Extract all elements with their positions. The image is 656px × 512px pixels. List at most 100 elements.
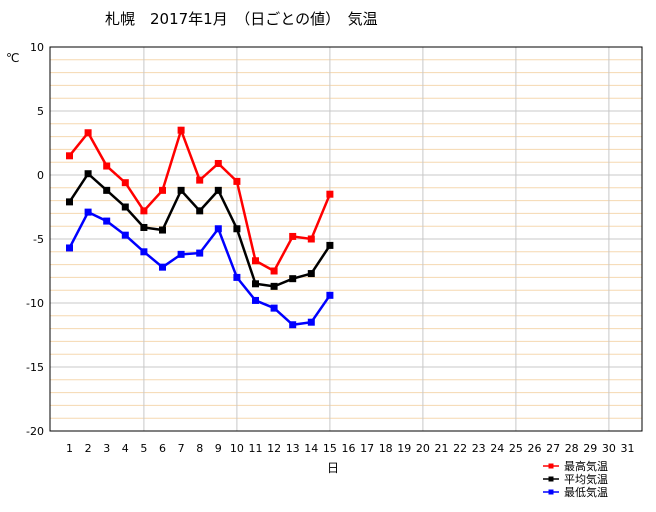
legend-label: 平均気温 [564, 472, 608, 486]
plot-area-frame [49, 46, 643, 432]
data-point [121, 231, 129, 239]
x-axis-label: 日 [327, 461, 339, 475]
x-tick-label: 19 [397, 442, 411, 455]
data-point [84, 129, 92, 137]
data-point [66, 152, 73, 160]
chart-title: 札幌 2017年1月 （日ごとの値） 気温 [105, 10, 378, 28]
x-tick-label: 27 [546, 442, 560, 455]
data-point [103, 162, 111, 170]
x-tick-label: 20 [416, 442, 430, 455]
data-point [66, 198, 73, 206]
x-tick-label: 11 [249, 442, 263, 455]
data-point [233, 273, 241, 281]
y-axis-unit: ℃ [6, 51, 19, 65]
data-point [326, 190, 334, 198]
y-tick-label: -5 [33, 233, 44, 246]
legend-label: 最高気温 [564, 459, 608, 473]
x-tick-label: 14 [304, 442, 318, 455]
data-point [159, 263, 166, 271]
x-tick-label: 8 [196, 442, 203, 455]
data-point [307, 270, 315, 278]
data-point [84, 170, 92, 178]
data-point [289, 321, 297, 329]
x-tick-label: 3 [103, 442, 110, 455]
legend-swatch-marker [548, 463, 554, 469]
data-point [252, 280, 259, 288]
x-axis-ticks: 1 2 3 4 5 6 7 8 9 10 11 12 13 14 15 16 17 18 19 20 21 22 23 24 2… [66, 442, 635, 455]
x-tick-label: 15 [323, 442, 337, 455]
data-point [103, 186, 111, 194]
x-tick-label: 7 [178, 442, 185, 455]
data-point [307, 235, 315, 243]
x-tick-label: 18 [379, 442, 393, 455]
data-point [214, 186, 222, 194]
x-tick-label: 24 [490, 442, 504, 455]
data-point [103, 217, 111, 225]
x-tick-label: 1 [66, 442, 73, 455]
x-tick-label: 12 [267, 442, 281, 455]
y-axis-ticks: 10 5 0 -5 -10 -15 -20 [26, 41, 44, 438]
x-tick-label: 4 [122, 442, 129, 455]
data-point [233, 225, 241, 233]
x-tick-label: 29 [583, 442, 597, 455]
x-tick-label: 9 [215, 442, 222, 455]
data-point [140, 248, 148, 256]
data-point [270, 267, 278, 275]
data-point [252, 257, 259, 265]
data-point [326, 291, 334, 299]
data-point [196, 249, 204, 257]
data-point [196, 176, 204, 184]
data-point [214, 159, 222, 167]
data-point [289, 275, 297, 283]
data-point [233, 177, 241, 185]
data-point [177, 250, 185, 258]
data-point [270, 304, 278, 312]
legend-label: 最低気温 [564, 485, 608, 499]
data-point [159, 186, 166, 194]
x-tick-label: 26 [528, 442, 542, 455]
data-point [196, 207, 204, 215]
y-tick-label: -15 [26, 361, 44, 374]
x-tick-label: 2 [85, 442, 92, 455]
data-point [177, 186, 185, 194]
y-tick-label: 10 [30, 41, 44, 54]
y-tick-label: 0 [37, 169, 44, 182]
plot-grid [50, 47, 642, 431]
data-point [307, 318, 315, 326]
x-tick-label: 17 [360, 442, 374, 455]
data-point [252, 296, 259, 304]
data-point [326, 241, 334, 249]
x-tick-label: 10 [230, 442, 244, 455]
y-tick-label: -10 [26, 297, 44, 310]
data-point [140, 207, 148, 215]
y-tick-label: -20 [26, 425, 44, 438]
x-tick-label: 23 [472, 442, 486, 455]
data-point [66, 244, 73, 252]
data-point [121, 179, 129, 187]
x-tick-label: 13 [286, 442, 300, 455]
data-point [177, 126, 185, 134]
data-point [159, 226, 166, 234]
x-tick-label: 21 [435, 442, 449, 455]
x-tick-label: 6 [159, 442, 166, 455]
x-tick-label: 28 [565, 442, 579, 455]
x-tick-label: 16 [342, 442, 356, 455]
data-point [121, 203, 129, 211]
series-group [66, 126, 334, 329]
x-tick-label: 30 [602, 442, 616, 455]
data-point [214, 225, 222, 233]
data-point [289, 232, 297, 240]
x-tick-label: 31 [621, 442, 635, 455]
data-point [270, 282, 278, 290]
data-point [140, 223, 148, 231]
series-line [68, 210, 331, 327]
legend-swatch-marker [548, 476, 554, 482]
x-tick-label: 22 [453, 442, 467, 455]
x-tick-label: 5 [140, 442, 147, 455]
x-tick-label: 25 [509, 442, 523, 455]
data-point [84, 208, 92, 216]
y-tick-label: 5 [37, 105, 44, 118]
legend-swatch-marker [548, 489, 554, 495]
